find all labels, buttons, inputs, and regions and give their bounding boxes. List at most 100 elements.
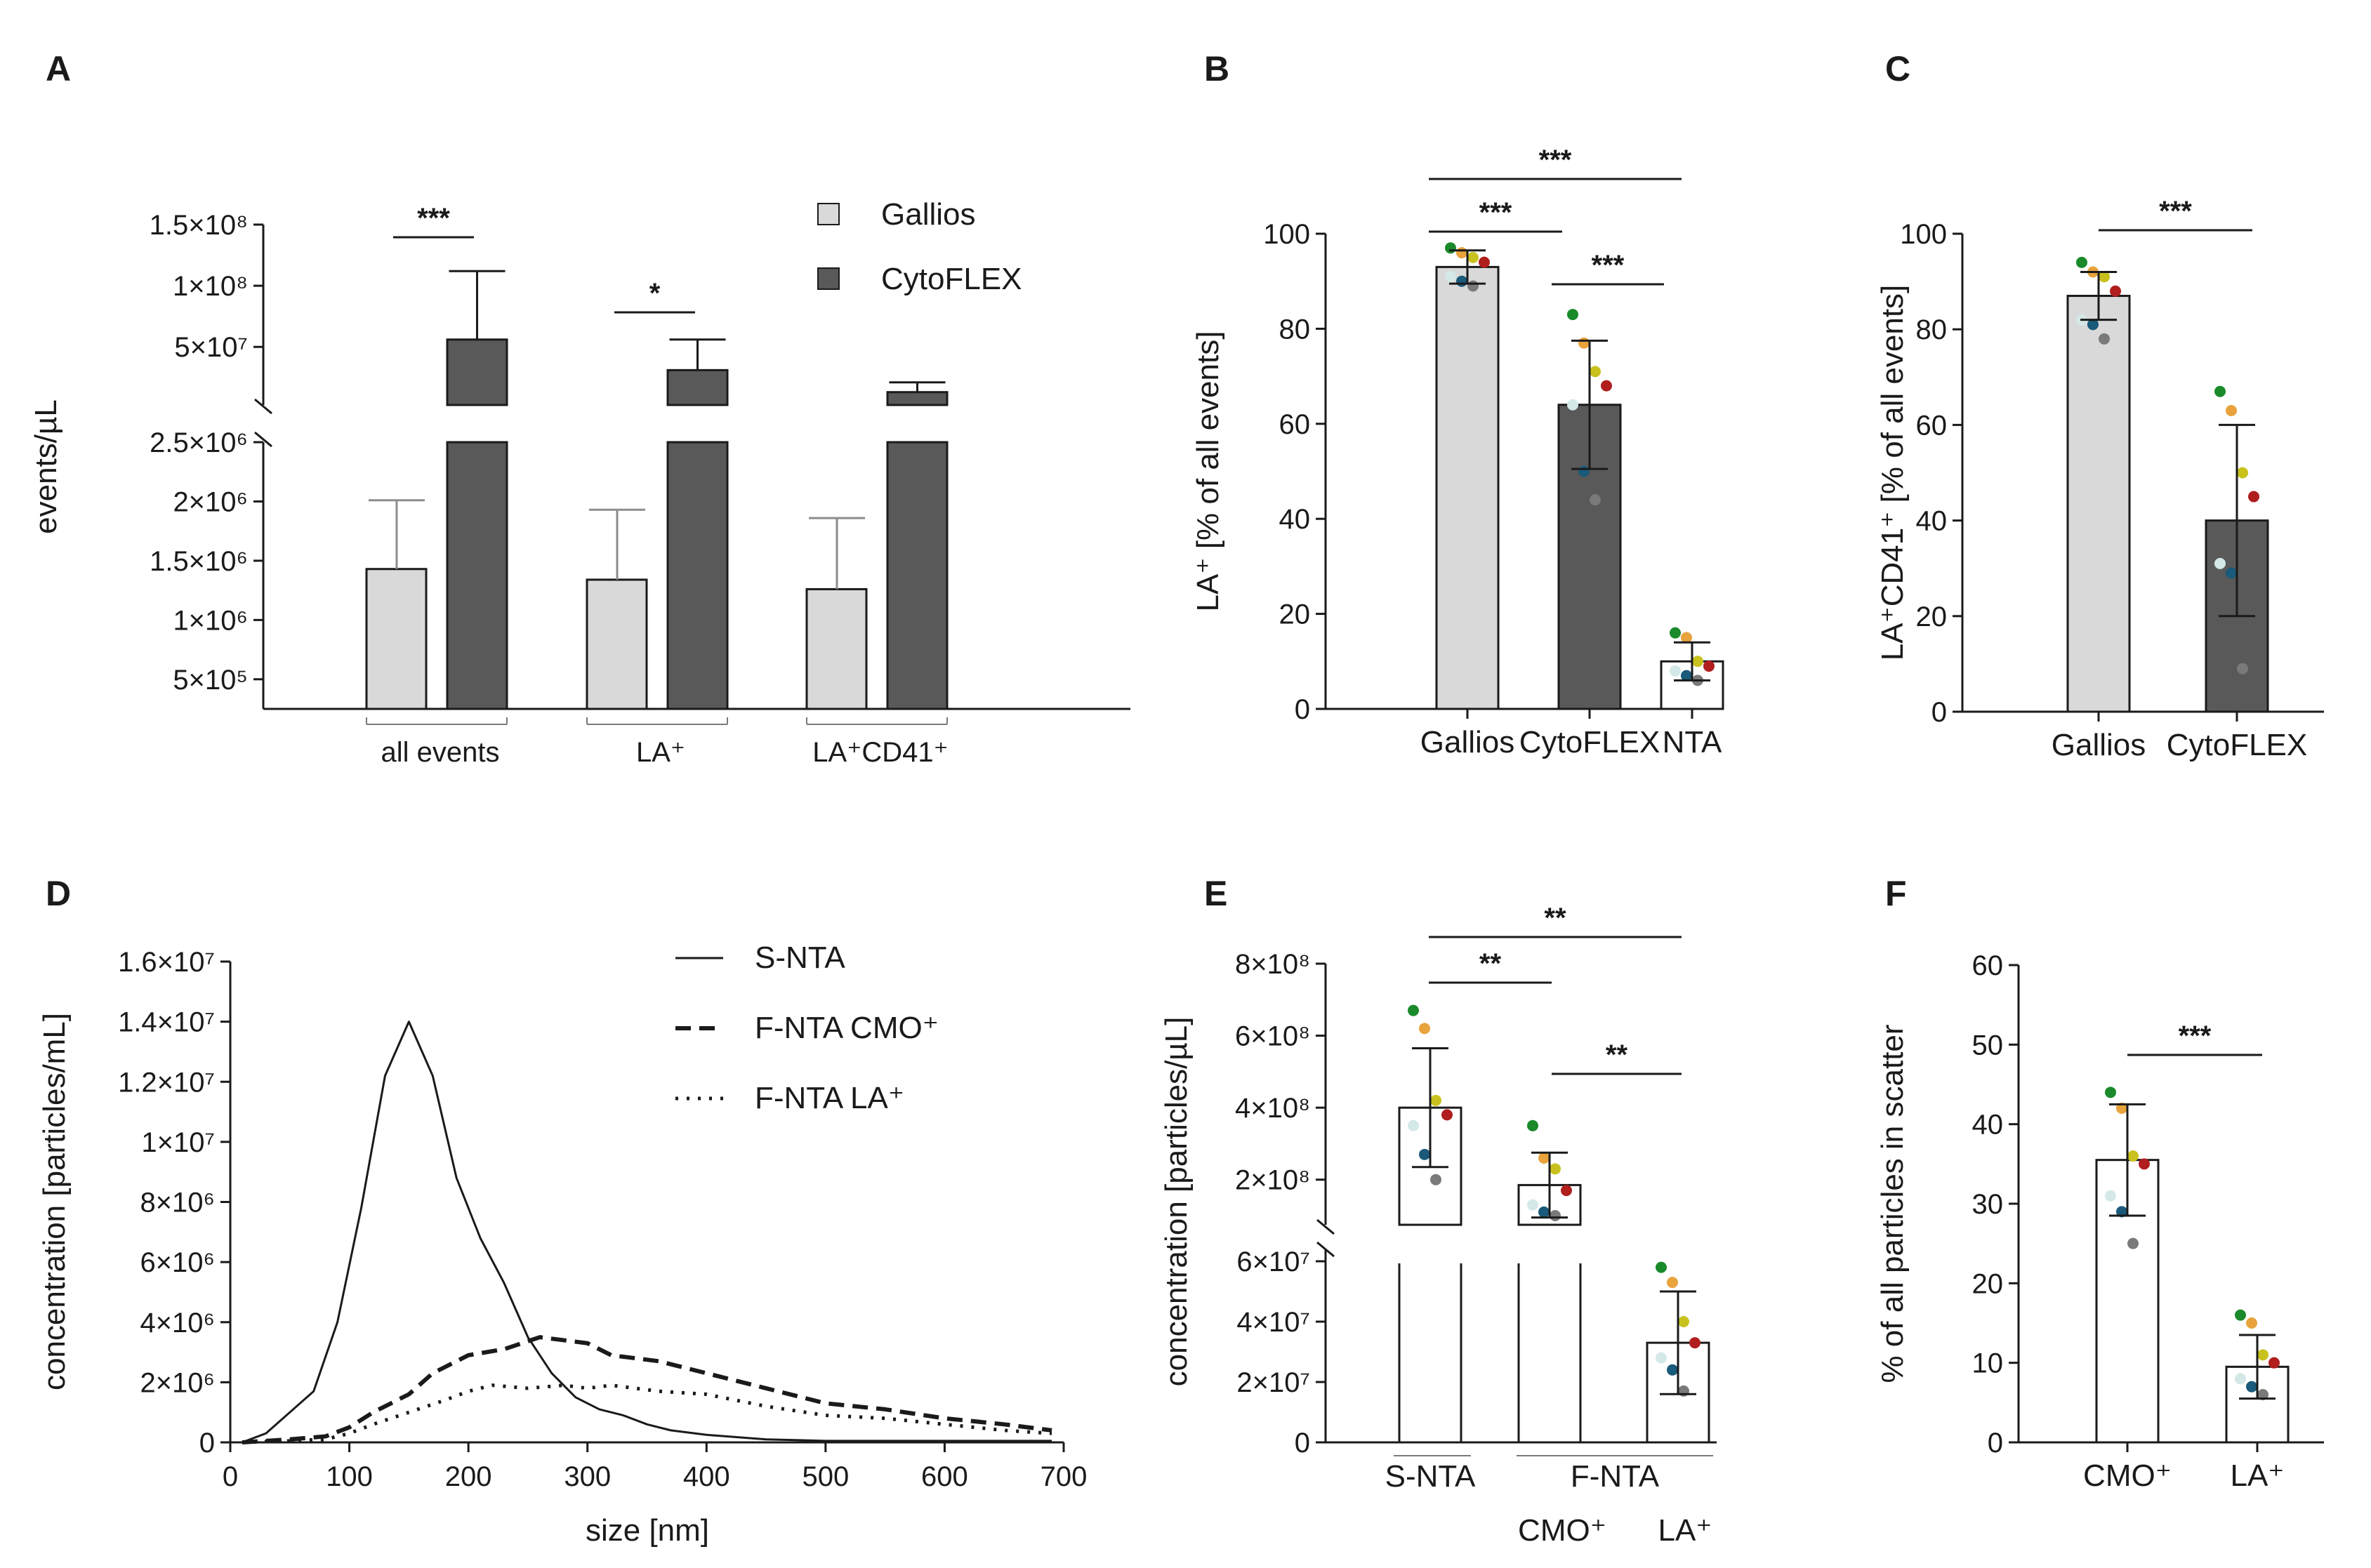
panel-d-series-line	[242, 1383, 1052, 1444]
panel-e-x-sublabel: LA⁺	[1658, 1513, 1712, 1548]
panel-a-bar-cytoflex-lower	[886, 441, 949, 710]
panel-e-y-tick-label: 4×10⁷	[1236, 1307, 1310, 1338]
panel-a-bar-cytoflex-upper	[446, 338, 508, 406]
panel-c-y-tick-label: 20	[1916, 602, 1948, 632]
panel-e-x-tick-label: S-NTA	[1385, 1459, 1476, 1494]
panel-a-bar-gallios	[805, 587, 868, 710]
panel-f-point	[2127, 1150, 2139, 1162]
panel-letter-b: B	[1204, 49, 1229, 88]
panel-b-point	[1681, 632, 1692, 644]
panel-f-y-label: % of all particles in scatter	[1875, 1024, 1910, 1383]
panel-f-point	[2127, 1237, 2139, 1249]
panel-e-point	[1527, 1199, 1538, 1211]
panel-b-x-tick-label: CytoFLEX	[1519, 725, 1660, 759]
panel-f-chart: 0 10 20 30 40 50 60 % of all particles in scatt…	[1875, 950, 2324, 1493]
panel-d-y-tick-label: 4×10⁶	[140, 1308, 215, 1338]
panel-b-point	[1681, 670, 1692, 682]
panel-f-y-tick-label: 50	[1972, 1030, 2004, 1061]
panel-e-y-tick-label: 6×10⁷	[1236, 1247, 1310, 1277]
panel-e-point	[1538, 1206, 1550, 1218]
panel-a-y-tick-label: 1.5×10⁶	[150, 546, 248, 577]
panel-b-y-label: LA⁺ [% of all events]	[1191, 331, 1225, 612]
panel-c-y-tick-label: 40	[1916, 506, 1948, 537]
panel-b-point	[1670, 665, 1681, 677]
panel-a-legend-label: Gallios	[881, 197, 976, 232]
panel-e-point	[1561, 1185, 1572, 1197]
panel-d-y-tick-label: 1.6×10⁷	[118, 947, 215, 978]
panel-e-significance-label: **	[1479, 948, 1502, 979]
panel-c-point	[2237, 663, 2248, 675]
panel-b-chart: 0 20 40 60 80 100 LA⁺ [% of all events] Gallios…	[1191, 145, 1724, 759]
panel-a-significance-label: ***	[417, 203, 450, 234]
panel-f-point	[2246, 1317, 2257, 1329]
panel-d-x-tick-label: 200	[445, 1461, 492, 1492]
panel-b-point	[1692, 656, 1703, 667]
panel-d-series-line	[242, 1021, 1052, 1444]
panel-e-point	[1441, 1109, 1453, 1121]
panel-a-y-tick-label: 5×10⁵	[173, 665, 248, 696]
panel-e-axis-break	[1316, 1218, 1335, 1235]
panel-d-x-label: size [nm]	[586, 1513, 709, 1548]
panel-e-y-tick-label: 0	[1295, 1428, 1310, 1459]
panel-e-significance-label: **	[1544, 903, 1566, 934]
panel-c-point	[2237, 467, 2248, 479]
panel-b-significance-label: ***	[1539, 145, 1572, 175]
panel-b-y-tick-label: 60	[1279, 409, 1311, 440]
panel-e-point	[1678, 1316, 1689, 1327]
panel-a-x-tick-label: all events	[381, 737, 500, 768]
panel-e-y-tick-label: 4×10⁸	[1235, 1093, 1310, 1124]
panel-a-y-tick-label: 1.5×10⁸	[150, 210, 248, 241]
panel-e-point	[1656, 1261, 1667, 1273]
panel-e-y-label: concentration [particles/µL]	[1159, 1017, 1194, 1387]
panel-a-bar-gallios	[586, 578, 648, 710]
panel-b-significance-label: ***	[1479, 197, 1512, 228]
panel-d-y-tick-label: 2×10⁶	[140, 1367, 215, 1398]
panel-a-y-tick-label: 1×10⁸	[173, 271, 248, 302]
panel-f-point	[2105, 1087, 2116, 1098]
panel-a-y-tick-label: 2.5×10⁶	[150, 427, 248, 458]
panel-d-chart: 0 2×10⁶ 4×10⁶ 6×10⁶ 8×10⁶ 1×10⁷ 1.2×10⁷ 1.4×10⁷…	[37, 941, 1087, 1548]
panel-c-point	[2087, 319, 2099, 331]
panel-e-point	[1689, 1337, 1700, 1349]
panel-d-y-tick-label: 1×10⁷	[141, 1127, 215, 1158]
panel-c-point	[2226, 404, 2237, 416]
panel-letter-c: C	[1885, 49, 1910, 88]
panel-f-y-tick-label: 40	[1972, 1110, 2004, 1141]
panel-e-y-tick-label: 8×10⁸	[1235, 949, 1310, 980]
panel-f-y-tick-label: 0	[1988, 1428, 2003, 1459]
panel-a-y-tick-label: 5×10⁷	[174, 332, 248, 363]
panel-b-point	[1456, 275, 1467, 287]
panel-a-y-label: events/µL	[29, 399, 63, 534]
panel-d-legend-label: F-NTA CMO⁺	[755, 1011, 939, 1045]
panel-c-x-tick-label: Gallios	[2052, 728, 2146, 762]
panel-c-significance-label: ***	[2159, 196, 2192, 227]
panel-c-bar	[2066, 295, 2131, 713]
panel-c-point	[2099, 271, 2110, 283]
panel-e-point	[1550, 1163, 1561, 1175]
panel-c-point	[2214, 557, 2226, 569]
panel-a-bar-gallios	[365, 568, 428, 710]
panel-b-point	[1445, 270, 1456, 282]
panel-letter-d: D	[46, 874, 71, 913]
panel-b-y-tick-label: 20	[1279, 599, 1311, 630]
panel-b-significance-label: ***	[1592, 250, 1625, 281]
panel-d-x-tick-label: 500	[802, 1461, 849, 1492]
panel-c-x-tick-label: CytoFLEX	[2167, 728, 2308, 762]
panel-f-point	[2116, 1103, 2127, 1114]
panel-e-point	[1550, 1210, 1561, 1221]
panel-c-point	[2214, 385, 2226, 397]
panel-b-point	[1467, 280, 1479, 292]
panel-c-y-tick-label: 0	[1931, 697, 1947, 728]
panel-b-point	[1567, 309, 1578, 321]
panel-c-chart: 0 20 40 60 80 100 LA⁺CD41⁺ [% of all events] Ga…	[1875, 196, 2324, 762]
panel-e-point	[1430, 1174, 1441, 1185]
panel-a-x-tick-label: LA⁺	[636, 737, 685, 768]
panel-f-point	[2139, 1158, 2150, 1170]
panel-a-axis-break	[254, 431, 272, 448]
panel-e-point	[1527, 1119, 1538, 1131]
panel-b-point	[1670, 627, 1681, 639]
panel-d-y-tick-label: 8×10⁶	[140, 1188, 215, 1218]
panel-d-x-tick-label: 700	[1041, 1461, 1088, 1492]
panel-c-point	[2226, 567, 2237, 579]
